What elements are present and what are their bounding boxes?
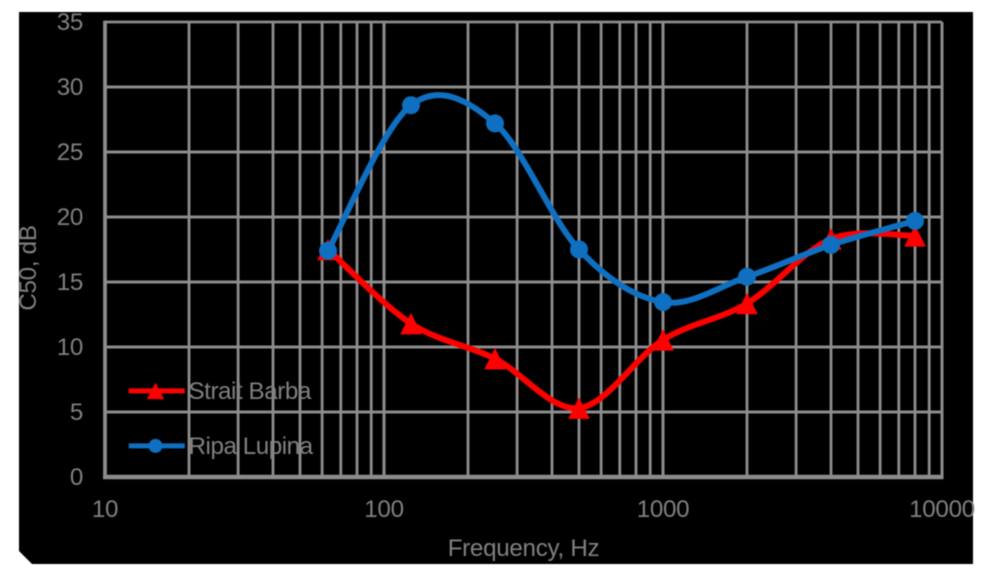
svg-text:15: 15 — [57, 269, 83, 296]
svg-text:100: 100 — [364, 496, 403, 523]
svg-text:Frequency, Hz: Frequency, Hz — [448, 535, 600, 562]
svg-text:30: 30 — [57, 74, 83, 101]
svg-text:1000: 1000 — [637, 496, 690, 523]
svg-text:C50, dB: C50, dB — [15, 225, 42, 310]
svg-text:10: 10 — [92, 496, 118, 523]
svg-text:25: 25 — [57, 139, 83, 166]
svg-text:10: 10 — [57, 334, 83, 361]
svg-text:Ripa Lupina: Ripa Lupina — [189, 433, 314, 460]
svg-text:5: 5 — [70, 399, 83, 426]
svg-text:Strait Barba: Strait Barba — [189, 378, 312, 405]
svg-text:35: 35 — [57, 9, 83, 36]
svg-text:0: 0 — [70, 464, 83, 491]
svg-text:20: 20 — [57, 204, 83, 231]
svg-text:10000: 10000 — [909, 496, 975, 523]
